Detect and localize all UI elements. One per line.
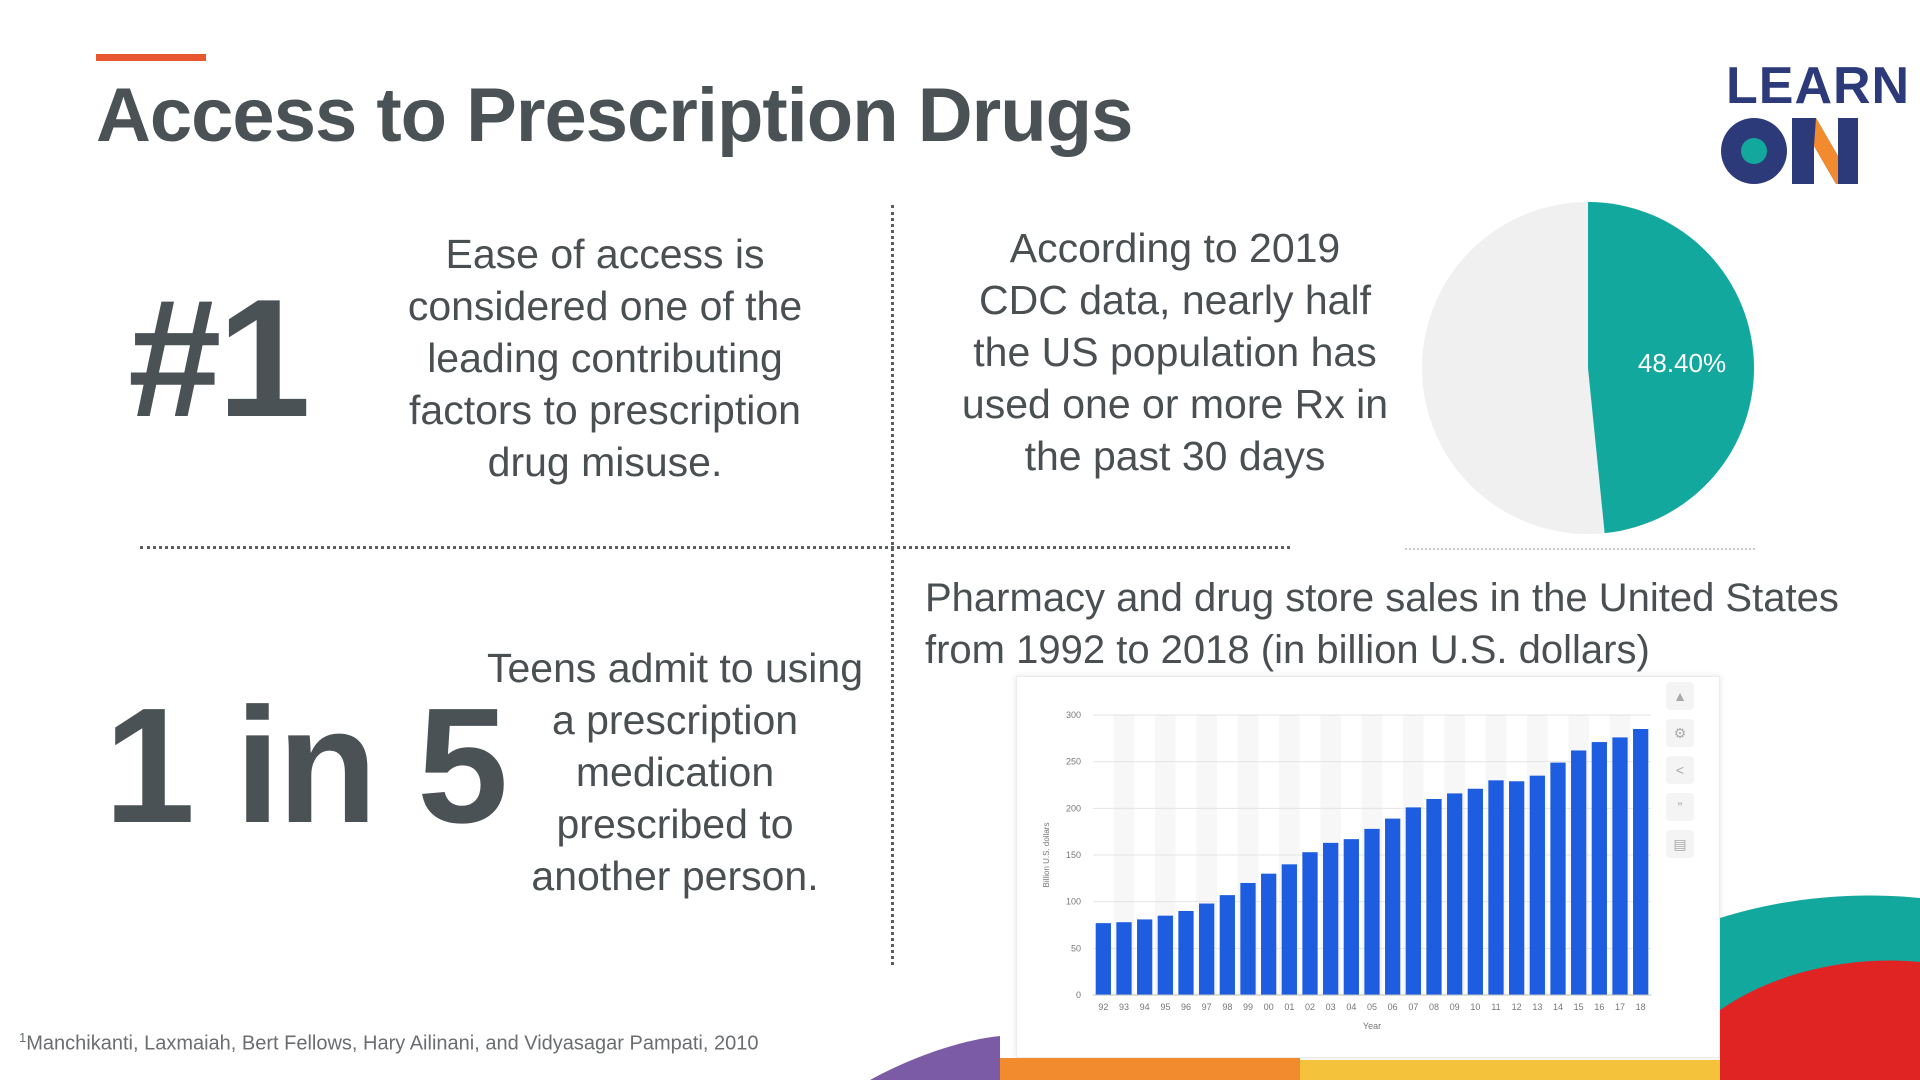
- bar[interactable]: [1095, 923, 1111, 995]
- stat-text-cdc: According to 2019 CDC data, nearly half …: [961, 225, 1389, 479]
- bar[interactable]: [1199, 903, 1215, 995]
- bar[interactable]: [1178, 911, 1194, 995]
- chart-toolbar: ▲ ⚙ < ” ▤: [1666, 682, 1696, 867]
- vertical-divider: [891, 205, 894, 965]
- logo-text-learn: LEARN: [1726, 57, 1911, 115]
- x-tick-label: 14: [1553, 1002, 1563, 1012]
- x-tick-label: 12: [1512, 1002, 1522, 1012]
- quote-icon[interactable]: ”: [1666, 793, 1694, 821]
- footnote-marker: 1: [19, 1030, 27, 1045]
- x-tick-label: 09: [1450, 1002, 1460, 1012]
- bar[interactable]: [1426, 799, 1442, 995]
- y-tick-label: 50: [1071, 943, 1081, 953]
- bar[interactable]: [1364, 828, 1380, 995]
- bar[interactable]: [1385, 818, 1401, 995]
- bar[interactable]: [1405, 807, 1421, 995]
- x-tick-label: 98: [1222, 1002, 1232, 1012]
- y-axis-label: Billion U.S. dollars: [1042, 823, 1051, 888]
- bar[interactable]: [1219, 895, 1235, 995]
- bar[interactable]: [1137, 919, 1153, 995]
- x-tick-label: 07: [1408, 1002, 1418, 1012]
- bar[interactable]: [1240, 883, 1256, 995]
- page-title: Access to Prescription Drugs: [96, 73, 1133, 158]
- bar[interactable]: [1529, 775, 1545, 995]
- x-tick-label: 17: [1615, 1002, 1625, 1012]
- share-icon[interactable]: <: [1666, 756, 1694, 784]
- title-accent-bar: [96, 54, 206, 61]
- bar[interactable]: [1633, 729, 1649, 995]
- pie-slice-label: 48.40%: [1638, 348, 1726, 378]
- deco-orange-shape: [1000, 1058, 1300, 1080]
- deco-purple-shape: [870, 1036, 1000, 1080]
- bell-icon[interactable]: ▲: [1666, 682, 1694, 710]
- bar[interactable]: [1261, 873, 1277, 995]
- x-tick-label: 10: [1470, 1002, 1480, 1012]
- bar-chart-title: Pharmacy and drug store sales in the Uni…: [925, 576, 1839, 672]
- footnote-text: Manchikanti, Laxmaiah, Bert Fellows, Har…: [26, 1032, 759, 1055]
- bar[interactable]: [1591, 742, 1607, 995]
- bar[interactable]: [1488, 780, 1504, 995]
- x-tick-label: 97: [1202, 1002, 1212, 1012]
- x-tick-label: 16: [1594, 1002, 1604, 1012]
- bar[interactable]: [1612, 737, 1628, 995]
- y-tick-label: 200: [1066, 803, 1081, 813]
- logo-on-mark: [1721, 118, 1858, 184]
- stat-text-1: Ease of access is considered one of the …: [407, 231, 803, 485]
- stat-number-1: #1: [128, 264, 311, 452]
- deco-yellow-shape: [1300, 1060, 1720, 1080]
- x-tick-label: 01: [1284, 1002, 1294, 1012]
- deco-red-shape: [1720, 960, 1920, 1080]
- print-icon[interactable]: ▤: [1666, 830, 1694, 858]
- bar[interactable]: [1116, 922, 1132, 995]
- horizontal-divider: [140, 546, 1290, 549]
- stat-number-2: 1 in 5: [104, 674, 508, 857]
- x-tick-label: 95: [1160, 1002, 1170, 1012]
- x-tick-label: 96: [1181, 1002, 1191, 1012]
- learn-on-logo: LEARN: [1720, 58, 1909, 188]
- bar-chart-card: 0 50 100 150 200 250 300 92 93 94 95 96 97 98 99 00 01 02…: [1016, 676, 1720, 1058]
- bar[interactable]: [1343, 839, 1359, 995]
- x-axis-label: Year: [1363, 1021, 1381, 1031]
- x-tick-label: 94: [1140, 1002, 1150, 1012]
- x-tick-label: 00: [1264, 1002, 1274, 1012]
- bar[interactable]: [1302, 852, 1318, 995]
- gear-icon[interactable]: ⚙: [1666, 719, 1694, 747]
- bar[interactable]: [1550, 762, 1566, 995]
- x-tick-label: 08: [1429, 1002, 1439, 1012]
- footnote: 1Manchikanti, Laxmaiah, Bert Fellows, Ha…: [19, 1030, 758, 1056]
- x-tick-label: 06: [1388, 1002, 1398, 1012]
- x-tick-label: 03: [1326, 1002, 1336, 1012]
- x-tick-label: 02: [1305, 1002, 1315, 1012]
- bar[interactable]: [1281, 864, 1297, 995]
- x-tick-label: 04: [1346, 1002, 1356, 1012]
- y-tick-label: 100: [1066, 897, 1081, 907]
- y-tick-label: 150: [1066, 850, 1081, 860]
- stat-text-2: Teens admit to using a prescription medi…: [486, 645, 864, 899]
- x-tick-label: 15: [1574, 1002, 1584, 1012]
- x-tick-label: 13: [1532, 1002, 1542, 1012]
- y-tick-label: 250: [1066, 757, 1081, 767]
- x-tick-label: 92: [1098, 1002, 1108, 1012]
- x-tick-label: 11: [1491, 1002, 1500, 1012]
- bar[interactable]: [1447, 793, 1463, 995]
- bar[interactable]: [1157, 915, 1173, 995]
- bar[interactable]: [1509, 781, 1525, 995]
- bar[interactable]: [1323, 842, 1339, 995]
- x-tick-label: 18: [1636, 1002, 1646, 1012]
- bar[interactable]: [1467, 788, 1483, 995]
- bar[interactable]: [1571, 750, 1587, 995]
- pie-baseline-divider: [1405, 548, 1755, 550]
- x-tick-label: 05: [1367, 1002, 1377, 1012]
- y-tick-label: 300: [1066, 710, 1081, 720]
- rx-usage-pie-chart: 48.40%: [1422, 202, 1754, 534]
- y-tick-label: 0: [1076, 990, 1081, 1000]
- x-tick-label: 93: [1119, 1002, 1129, 1012]
- x-tick-label: 99: [1243, 1002, 1253, 1012]
- pie-slice-rx-users: [1588, 202, 1754, 534]
